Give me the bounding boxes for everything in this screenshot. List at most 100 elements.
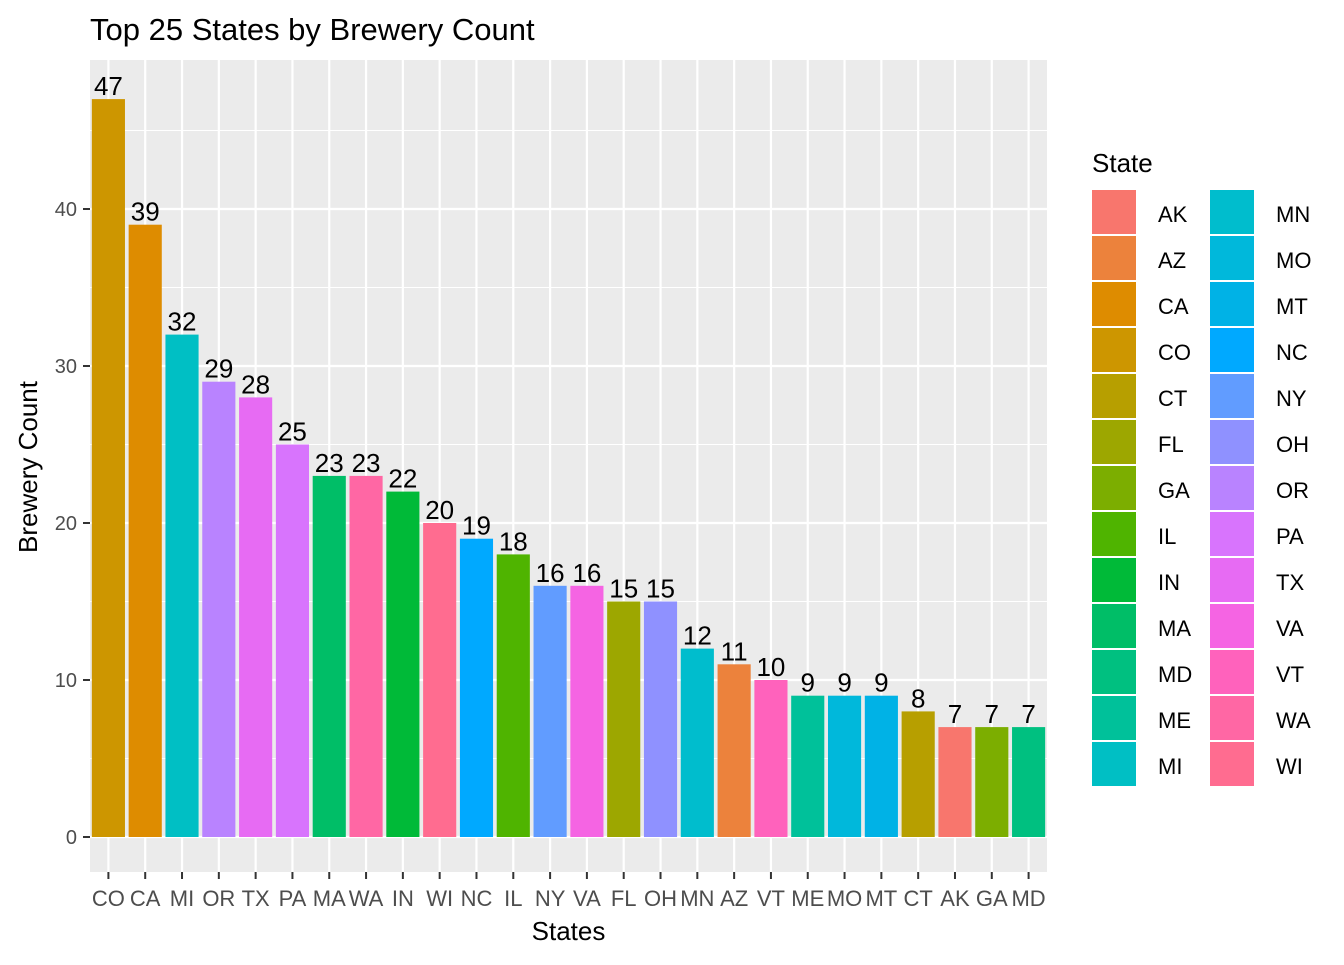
bar-mt: [864, 695, 898, 837]
x-tick-label: MO: [827, 886, 862, 911]
bar-value-label: 18: [499, 526, 528, 556]
x-tick-label: VT: [757, 886, 785, 911]
x-tick-label: FL: [611, 886, 637, 911]
legend-key-vt: [1210, 650, 1254, 694]
legend-label: ME: [1158, 708, 1191, 733]
legend-label: CT: [1158, 386, 1187, 411]
bar-md: [1012, 727, 1046, 837]
chart-title: Top 25 States by Brewery Count: [90, 12, 535, 47]
bar-value-label: 11: [721, 636, 748, 666]
legend-key-ga: [1092, 466, 1136, 510]
legend-label: MO: [1276, 248, 1311, 273]
legend-key-mn: [1210, 190, 1254, 234]
bar-wa: [349, 475, 383, 837]
legend-key-or: [1210, 466, 1254, 510]
bar-ct: [901, 711, 935, 837]
legend-label: IN: [1158, 570, 1180, 595]
legend-key-pa: [1210, 512, 1254, 556]
bar-value-label: 7: [1021, 699, 1035, 729]
x-tick-label: MA: [313, 886, 346, 911]
legend-key-wi: [1210, 742, 1254, 786]
legend-label: AK: [1158, 202, 1188, 227]
bar-wi: [423, 523, 457, 837]
x-tick-label: TX: [242, 886, 270, 911]
legend-label: MD: [1158, 662, 1192, 687]
bar-az: [717, 664, 751, 837]
x-tick-label: IN: [392, 886, 414, 911]
x-tick-label: NY: [535, 886, 566, 911]
bar-value-label: 9: [874, 668, 888, 698]
legend-key-mi: [1092, 742, 1136, 786]
bar-value-label: 32: [168, 307, 197, 337]
x-tick-label: GA: [976, 886, 1008, 911]
bar-vt: [754, 680, 788, 837]
x-tick-label: MT: [865, 886, 897, 911]
legend-key-mt: [1210, 282, 1254, 326]
bar-in: [386, 491, 420, 837]
legend-key-md: [1092, 650, 1136, 694]
legend-key-va: [1210, 604, 1254, 648]
legend-items: AK AZ CA CO CT FL GA IL IN MA MD ME MI MN MO MT NC NY OH OR…: [1092, 190, 1311, 786]
x-tick-label: AZ: [720, 886, 748, 911]
bar-co: [91, 99, 125, 838]
legend-label: GA: [1158, 478, 1190, 503]
bar-mo: [827, 695, 862, 837]
x-tick-label: OR: [202, 886, 235, 911]
bar-value-label: 16: [536, 558, 565, 588]
legend-key-oh: [1210, 420, 1254, 464]
y-axis-title: Brewery Count: [13, 380, 43, 553]
bar-ga: [975, 727, 1009, 837]
bar-value-label: 23: [352, 448, 381, 478]
x-tick-label: ME: [791, 886, 824, 911]
bar-value-label: 7: [985, 699, 999, 729]
legend-label: CA: [1158, 294, 1189, 319]
bar-value-label: 12: [683, 621, 712, 651]
legend-label: AZ: [1158, 248, 1186, 273]
bar-ca: [128, 224, 162, 837]
bar-mi: [165, 334, 199, 837]
legend: State AK AZ CA CO CT FL GA IL IN MA MD ME MI MN MO MT NC…: [1092, 148, 1311, 786]
bar-oh: [643, 601, 678, 837]
bar-value-label: 23: [315, 448, 344, 478]
x-tick-label: WA: [349, 886, 384, 911]
legend-label: NY: [1276, 386, 1307, 411]
legend-key-il: [1092, 512, 1136, 556]
legend-label: FL: [1158, 432, 1184, 457]
bar-value-label: 9: [837, 668, 851, 698]
bar-value-label: 9: [801, 668, 815, 698]
bar-me: [791, 695, 825, 837]
legend-label: WA: [1276, 708, 1311, 733]
x-tick-label: CT: [904, 886, 933, 911]
legend-label: MA: [1158, 616, 1191, 641]
legend-key-ny: [1210, 374, 1254, 418]
legend-key-ca: [1092, 282, 1136, 326]
bar-or: [202, 381, 236, 837]
x-tick-label: NC: [461, 886, 493, 911]
bar-value-label: 28: [241, 369, 270, 399]
bar-tx: [239, 397, 273, 837]
x-tick-label: PA: [279, 886, 307, 911]
y-tick-label: 0: [66, 827, 77, 849]
bar-fl: [607, 601, 641, 837]
bar-value-label: 15: [609, 574, 638, 604]
bar-value-label: 29: [204, 354, 233, 384]
x-tick-label: AK: [940, 886, 970, 911]
bar-value-label: 7: [948, 699, 962, 729]
legend-key-ak: [1092, 190, 1136, 234]
x-tick-label: OH: [644, 886, 677, 911]
bar-pa: [275, 444, 310, 837]
legend-label: MI: [1158, 754, 1182, 779]
bar-ma: [312, 475, 346, 837]
bar-value-label: 25: [278, 417, 307, 447]
legend-key-tx: [1210, 558, 1254, 602]
x-tick-label: MN: [680, 886, 714, 911]
y-tick-label: 30: [55, 356, 77, 378]
bar-mn: [680, 648, 714, 837]
y-tick-label: 40: [55, 199, 77, 221]
legend-label: OR: [1276, 478, 1309, 503]
bars-group: [91, 99, 1046, 838]
bar-ny: [533, 585, 567, 837]
bar-value-label: 16: [572, 558, 601, 588]
bar-nc: [459, 538, 494, 837]
